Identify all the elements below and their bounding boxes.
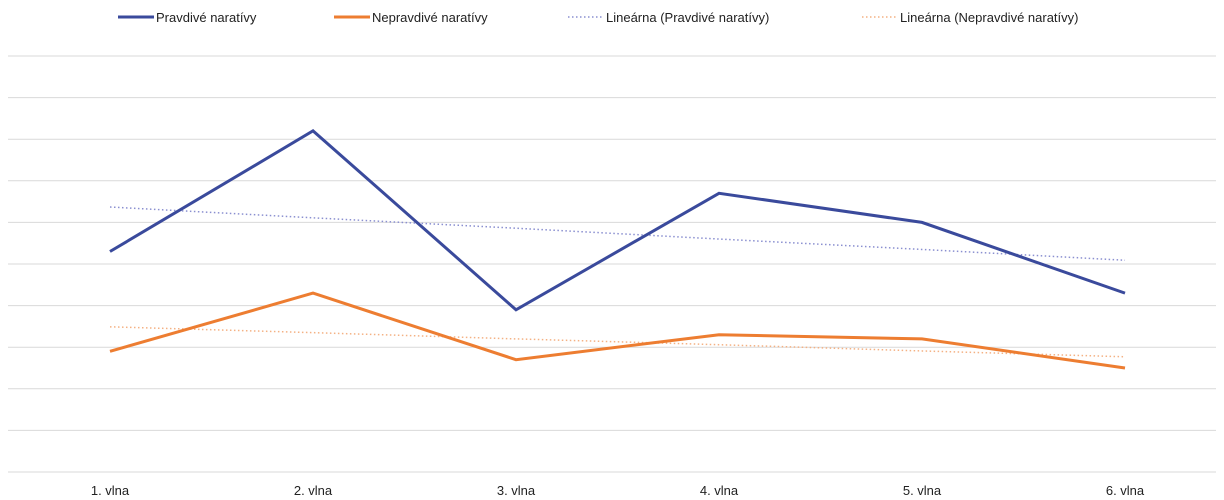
series-line-2 <box>109 291 1126 370</box>
legend-item: Lineárna (Pravdivé naratívy) <box>568 10 769 25</box>
trendline-2 <box>109 326 1126 358</box>
legend-label: Pravdivé naratívy <box>156 10 257 25</box>
legend-label: Lineárna (Nepravdivé naratívy) <box>900 10 1078 25</box>
legend-label: Nepravdivé naratívy <box>372 10 488 25</box>
series-lines <box>109 129 1126 370</box>
x-tick-label: 1. vlna <box>91 483 130 498</box>
gridlines <box>8 55 1216 473</box>
trendline-1 <box>109 206 1126 262</box>
legend: Pravdivé naratívy Nepravdivé naratívy Line… <box>118 10 1078 25</box>
x-axis-tick-labels: 1. vlna 2. vlna 3. vlna 4. vlna 5. vlna 6. vl… <box>91 483 1145 498</box>
legend-label: Lineárna (Pravdivé naratívy) <box>606 10 769 25</box>
x-tick-label: 2. vlna <box>294 483 333 498</box>
trendlines <box>109 206 1126 358</box>
legend-item: Nepravdivé naratívy <box>334 10 488 25</box>
series-line-1 <box>109 129 1126 312</box>
x-tick-label: 3. vlna <box>497 483 536 498</box>
x-tick-label: 4. vlna <box>700 483 739 498</box>
legend-item: Pravdivé naratívy <box>118 10 257 25</box>
x-tick-label: 5. vlna <box>903 483 942 498</box>
x-tick-label: 6. vlna <box>1106 483 1145 498</box>
legend-item: Lineárna (Nepravdivé naratívy) <box>862 10 1078 25</box>
